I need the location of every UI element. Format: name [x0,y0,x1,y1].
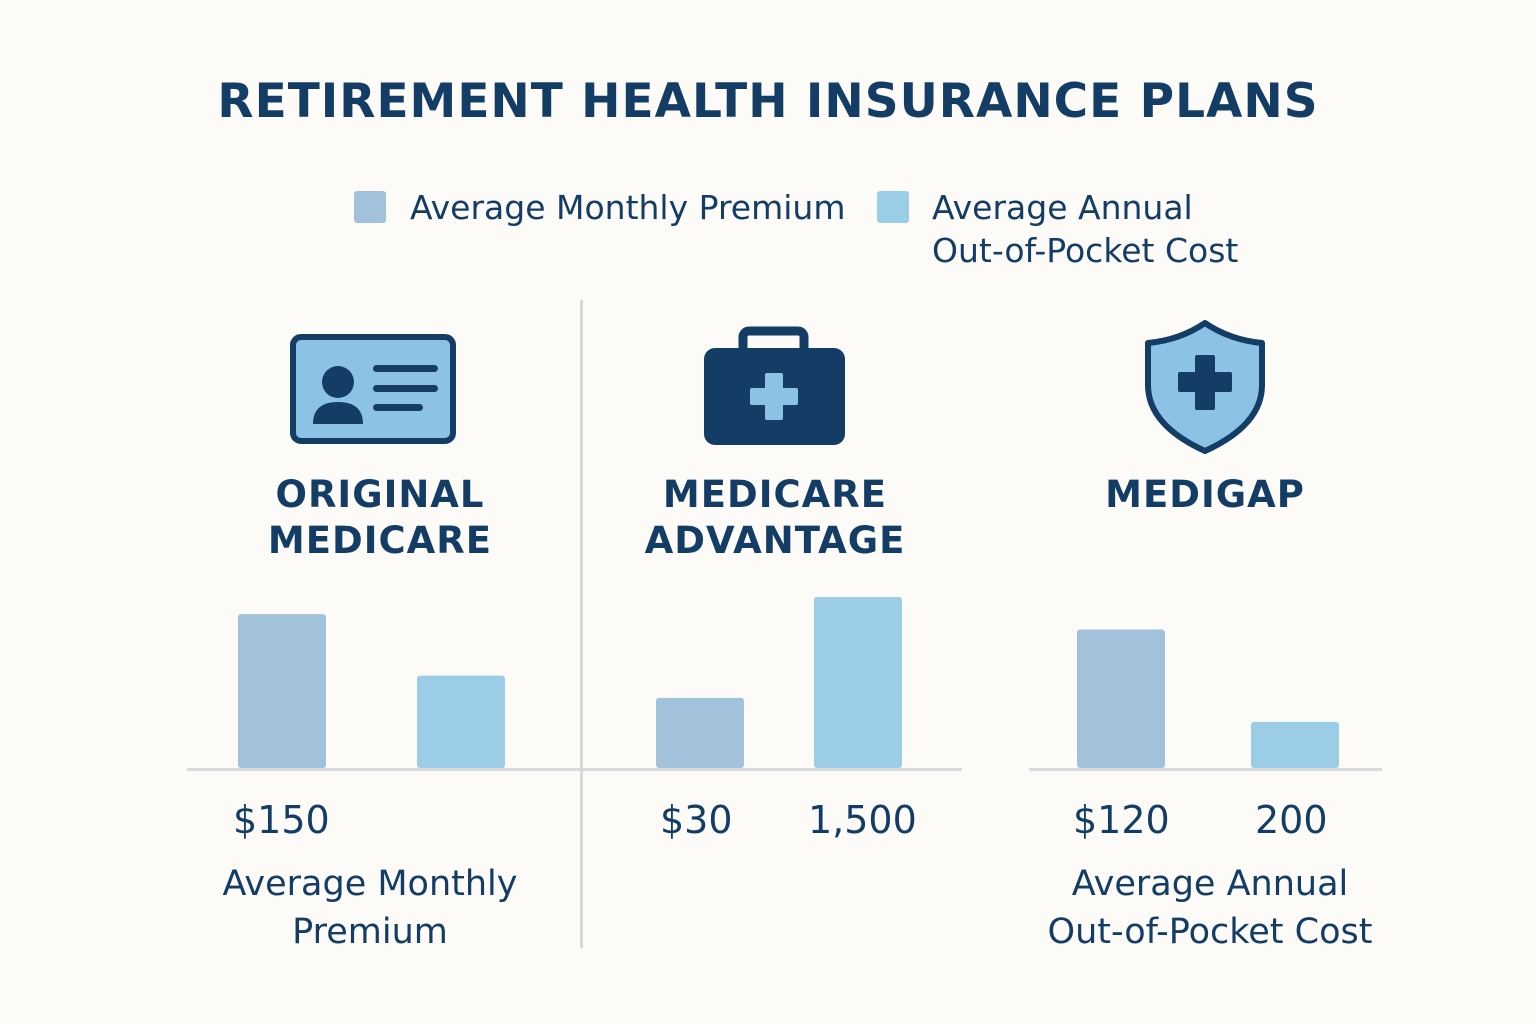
legend-label-premium: Average Monthly Premium [410,188,846,227]
section-divider [580,300,583,948]
sub-label-monthly-premium: Average Monthly Premium [190,860,550,956]
plan-name-line1: ORIGINAL [275,473,485,516]
value-label-advantage-out-of-pocket: 1,500 [808,798,917,842]
bar-original-medicare-premium [238,614,326,768]
plan-name-original-medicare: ORIGINAL MEDICARE [230,472,530,564]
bar-medicare-advantage-premium [656,697,744,768]
baseline-medicare-advantage [583,768,962,771]
chart-title: RETIREMENT HEALTH INSURANCE PLANS [217,74,1319,129]
plan-name-line2: ADVANTAGE [644,519,906,562]
legend-swatch-premium [354,191,386,223]
sub-label-line1: Average Annual [1071,864,1349,904]
bar-medicare-advantage-out-of-pocket [814,597,902,768]
sub-label-line2: Out-of-Pocket Cost [1047,912,1373,952]
id-card-icon [290,334,456,444]
value-label-medigap-premium: $120 [1073,798,1170,842]
plan-name-medicare-advantage: MEDICARE ADVANTAGE [625,472,925,564]
legend-label-out-of-pocket-line1: Average Annual [932,188,1193,227]
plan-name-line2: MEDICARE [267,519,493,562]
bar-original-medicare-out-of-pocket [417,675,505,768]
value-label-original-premium: $150 [233,798,330,842]
value-label-advantage-premium: $30 [660,798,733,842]
sub-label-annual-out-of-pocket: Average Annual Out-of-Pocket Cost [1010,860,1410,956]
plan-name-line1: MEDIGAP [1105,473,1305,516]
sub-label-line2: Premium [292,912,448,952]
value-label-medigap-out-of-pocket: 200 [1255,798,1328,842]
legend-label-out-of-pocket: Average Annual Out-of-Pocket Cost [932,186,1238,272]
bar-medigap-out-of-pocket [1251,721,1339,768]
legend-swatch-out-of-pocket [877,191,909,223]
baseline-medigap [1029,768,1382,771]
plan-name-line1: MEDICARE [662,473,888,516]
plan-name-medigap: MEDIGAP [1055,472,1355,518]
baseline-original-medicare [187,768,580,771]
bar-medigap-premium [1077,629,1165,768]
medical-bag-icon [704,326,845,445]
legend-label-out-of-pocket-line2: Out-of-Pocket Cost [932,231,1239,270]
sub-label-line1: Average Monthly [222,864,518,904]
shield-plus-icon [1145,320,1265,454]
